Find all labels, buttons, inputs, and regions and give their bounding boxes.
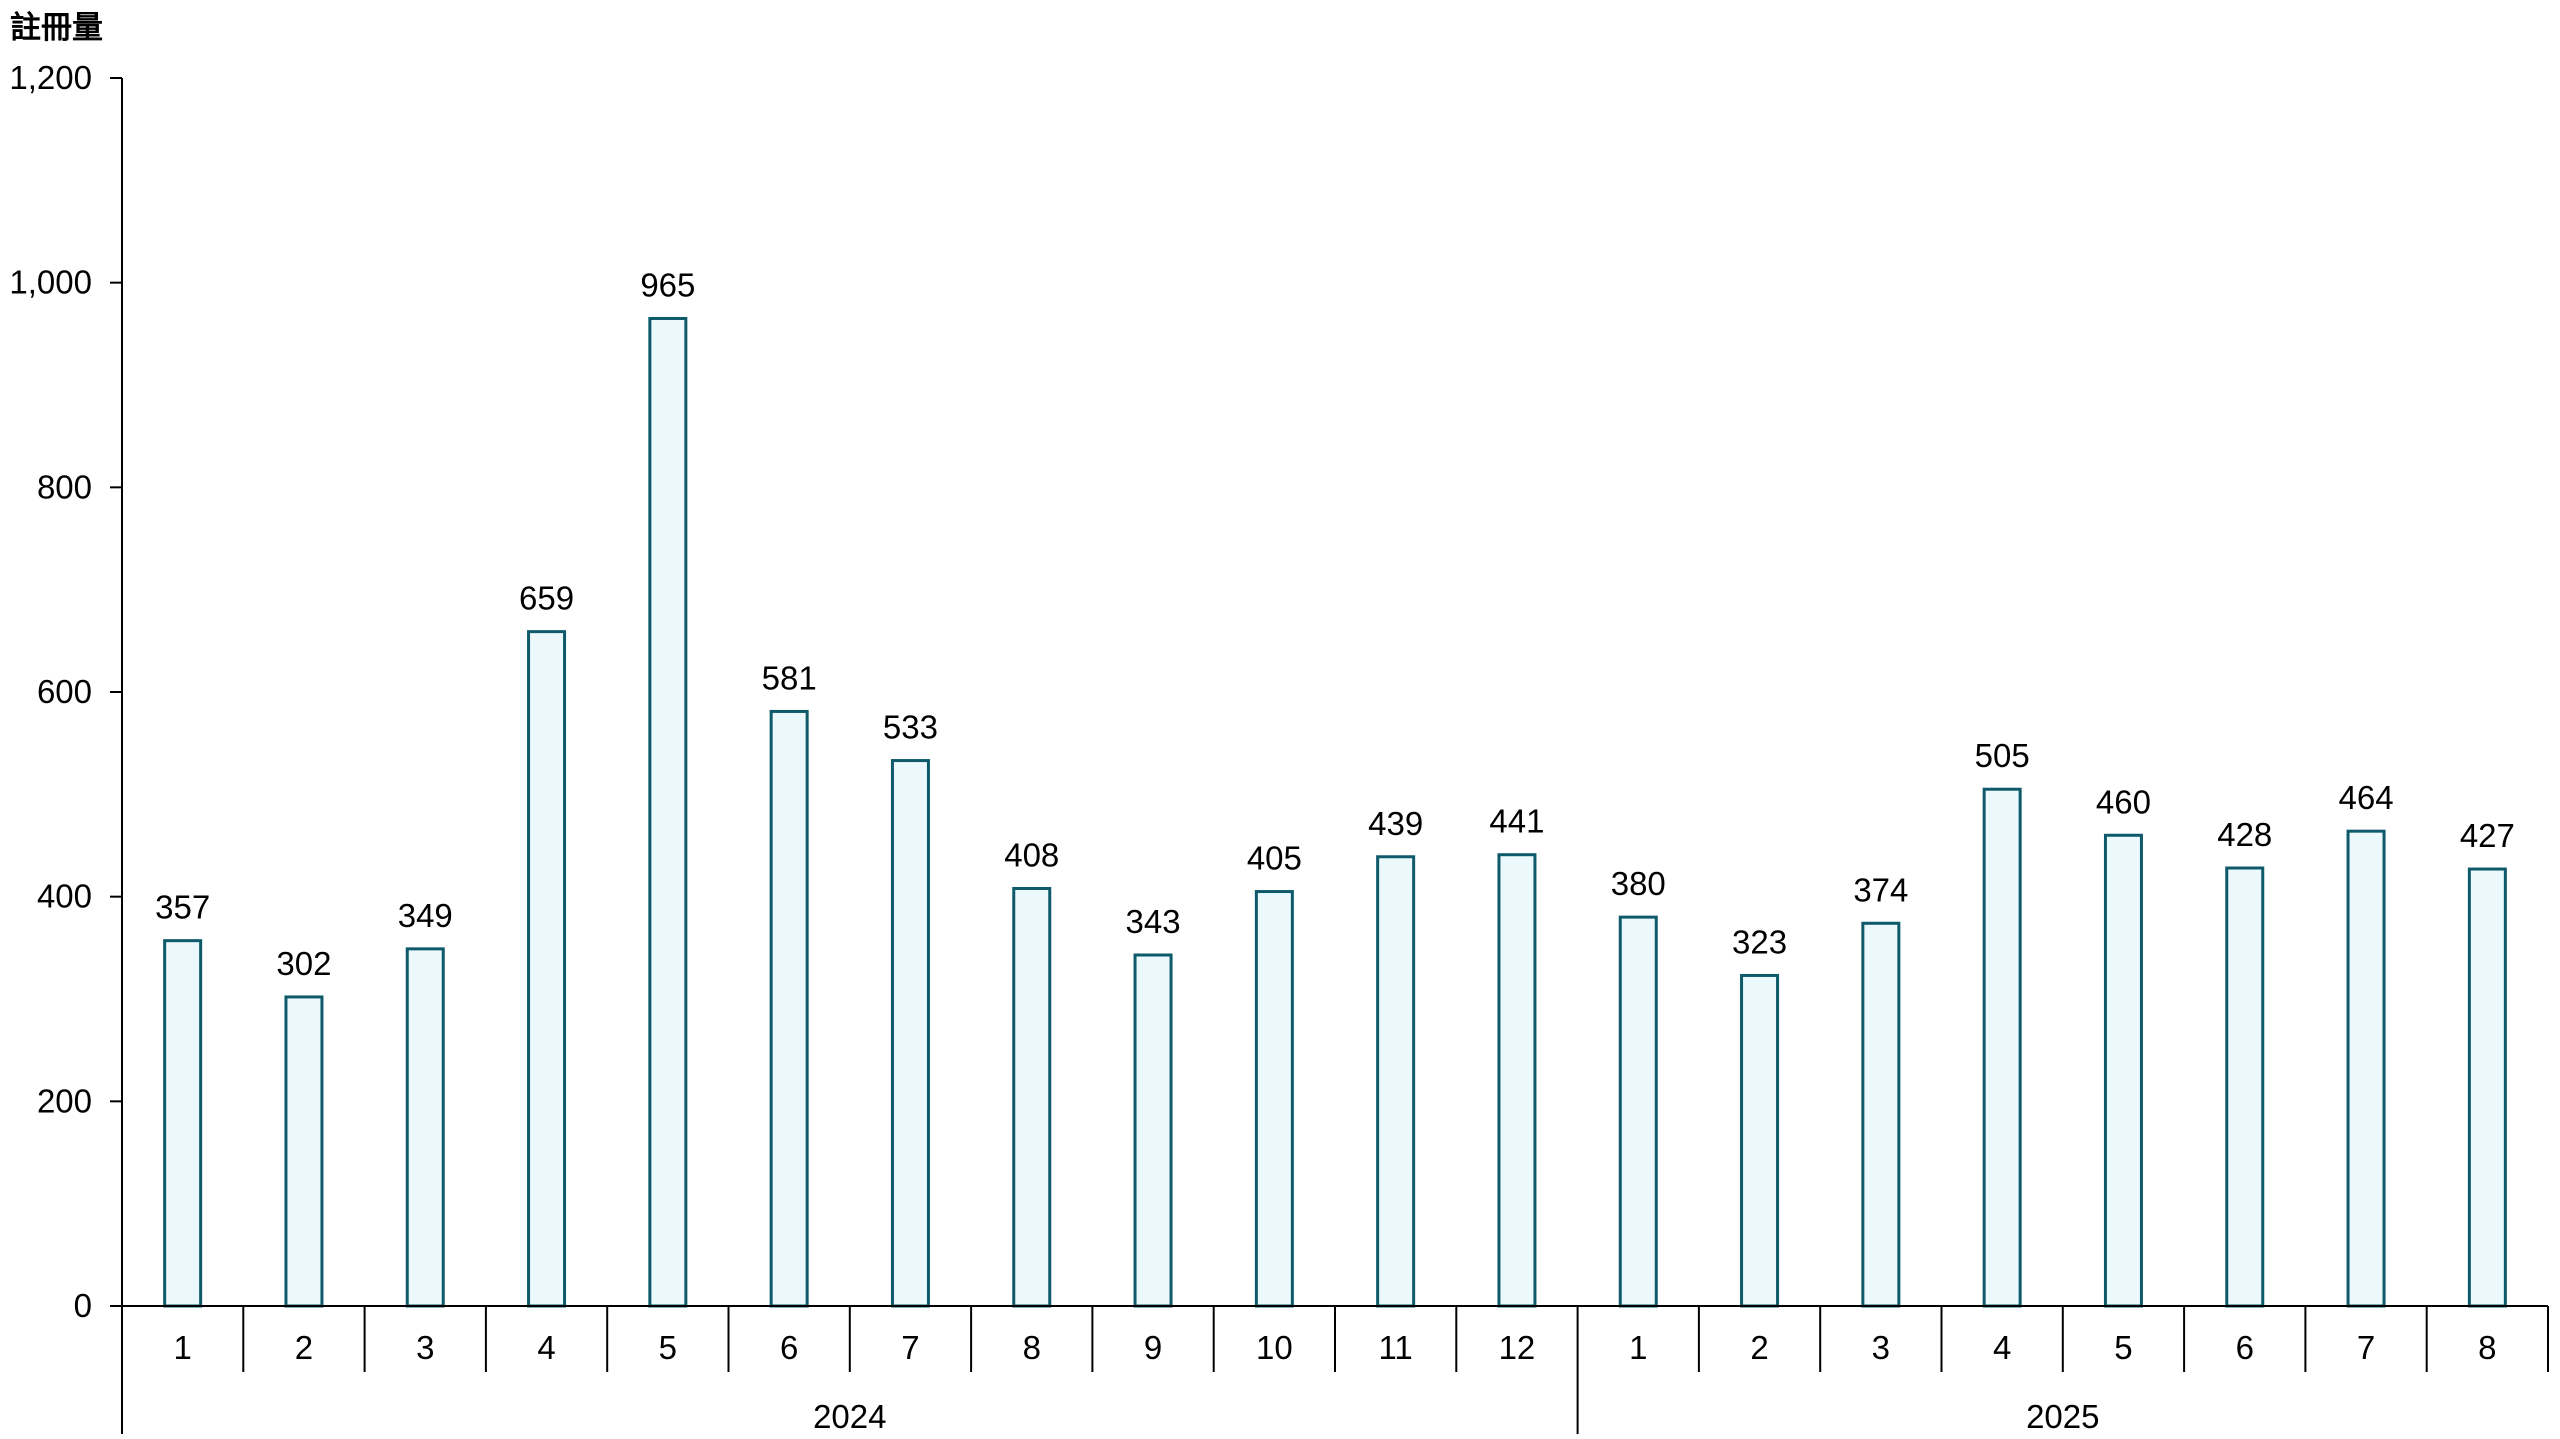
y-tick-label: 1,000 [9, 264, 92, 301]
bar [890, 759, 930, 1308]
x-tick-label: 6 [2236, 1329, 2254, 1366]
x-tick-label: 1 [1629, 1329, 1647, 1366]
bar [1861, 921, 1901, 1308]
bar [2103, 833, 2143, 1308]
bar [163, 939, 203, 1308]
x-tick-label: 12 [1499, 1329, 1536, 1366]
x-tick-label: 2 [1750, 1329, 1768, 1366]
x-tick-label: 9 [1144, 1329, 1162, 1366]
data-label: 374 [1853, 871, 1908, 908]
y-axis: 0 200 400 600 800 1,000 1,200 [9, 59, 123, 1434]
data-label: 349 [398, 897, 453, 934]
data-label: 505 [1975, 737, 2030, 774]
y-tick-label: 400 [37, 878, 92, 915]
bar [2467, 867, 2507, 1308]
data-label: 441 [1489, 803, 1544, 840]
data-label: 533 [883, 709, 938, 746]
data-label: 380 [1611, 865, 1666, 902]
x-tick-label: 11 [1379, 1329, 1413, 1366]
bar [1740, 973, 1780, 1308]
data-label: 965 [640, 266, 695, 303]
x-tick-label: 5 [659, 1329, 677, 1366]
x-tick-label: 4 [537, 1329, 555, 1366]
y-tick-label: 600 [37, 673, 92, 710]
y-axis-label: 註冊量 [10, 10, 103, 45]
x-tick-label: 7 [901, 1329, 919, 1366]
y-tick-label: 0 [74, 1287, 92, 1324]
data-label: 408 [1004, 836, 1059, 873]
y-tick-label: 800 [37, 468, 92, 505]
bar [284, 995, 324, 1308]
data-label: 439 [1368, 805, 1423, 842]
x-tick-label: 1 [173, 1329, 191, 1366]
data-label: 302 [276, 945, 331, 982]
x-tick-label: 5 [2114, 1329, 2132, 1366]
bar [1497, 853, 1537, 1308]
x-tick-label: 2 [295, 1329, 313, 1366]
x-tick-label: 3 [1872, 1329, 1890, 1366]
data-label: 659 [519, 580, 574, 617]
year-group-label: 2025 [2026, 1398, 2099, 1434]
x-tick-label: 8 [2478, 1329, 2496, 1366]
data-label: 357 [155, 889, 210, 926]
bar [527, 630, 567, 1308]
bar [2346, 829, 2386, 1308]
x-tick-label: 6 [780, 1329, 798, 1366]
bar [1254, 890, 1294, 1308]
y-tick-label: 1,200 [9, 59, 92, 96]
data-label: 464 [2339, 779, 2394, 816]
bars-group: 357 302 349 659 965 581 533 408 343 405 439 441 380 3… [155, 266, 2515, 1308]
bar [769, 709, 809, 1308]
bar [1982, 787, 2022, 1308]
bar [405, 947, 445, 1308]
x-tick-label: 10 [1256, 1329, 1293, 1366]
year-group-label: 2024 [813, 1398, 886, 1434]
data-label: 343 [1126, 903, 1181, 940]
x-tick-label: 3 [416, 1329, 434, 1366]
bar [1376, 855, 1416, 1308]
data-label: 581 [762, 659, 817, 696]
bar [648, 316, 688, 1308]
y-tick-label: 200 [37, 1082, 92, 1119]
bar [1133, 953, 1173, 1308]
data-label: 428 [2217, 816, 2272, 853]
bar [1012, 886, 1052, 1308]
data-label: 323 [1732, 923, 1787, 960]
data-label: 427 [2460, 817, 2515, 854]
bar [2225, 866, 2265, 1308]
x-tick-label: 4 [1993, 1329, 2011, 1366]
data-label: 405 [1247, 840, 1302, 877]
x-tick-label: 8 [1023, 1329, 1041, 1366]
x-tick-label: 7 [2357, 1329, 2375, 1366]
bar [1618, 915, 1658, 1308]
data-label: 460 [2096, 783, 2151, 820]
